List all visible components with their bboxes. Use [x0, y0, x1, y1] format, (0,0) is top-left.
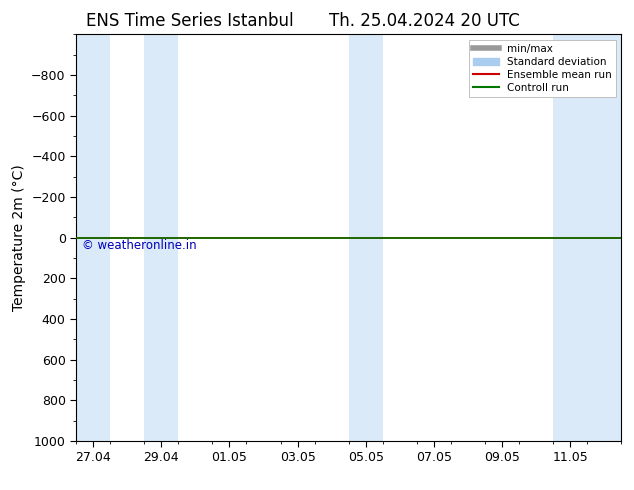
Y-axis label: Temperature 2m (°C): Temperature 2m (°C) [11, 164, 25, 311]
Bar [553, 34, 621, 441]
Text: Th. 25.04.2024 20 UTC: Th. 25.04.2024 20 UTC [330, 12, 520, 30]
Text: © weatheronline.in: © weatheronline.in [82, 239, 196, 252]
Legend: min/max, Standard deviation, Ensemble mean run, Controll run: min/max, Standard deviation, Ensemble me… [469, 40, 616, 97]
Bar [76, 34, 110, 441]
Bar [144, 34, 178, 441]
Bar [349, 34, 383, 441]
Text: ENS Time Series Istanbul: ENS Time Series Istanbul [86, 12, 294, 30]
